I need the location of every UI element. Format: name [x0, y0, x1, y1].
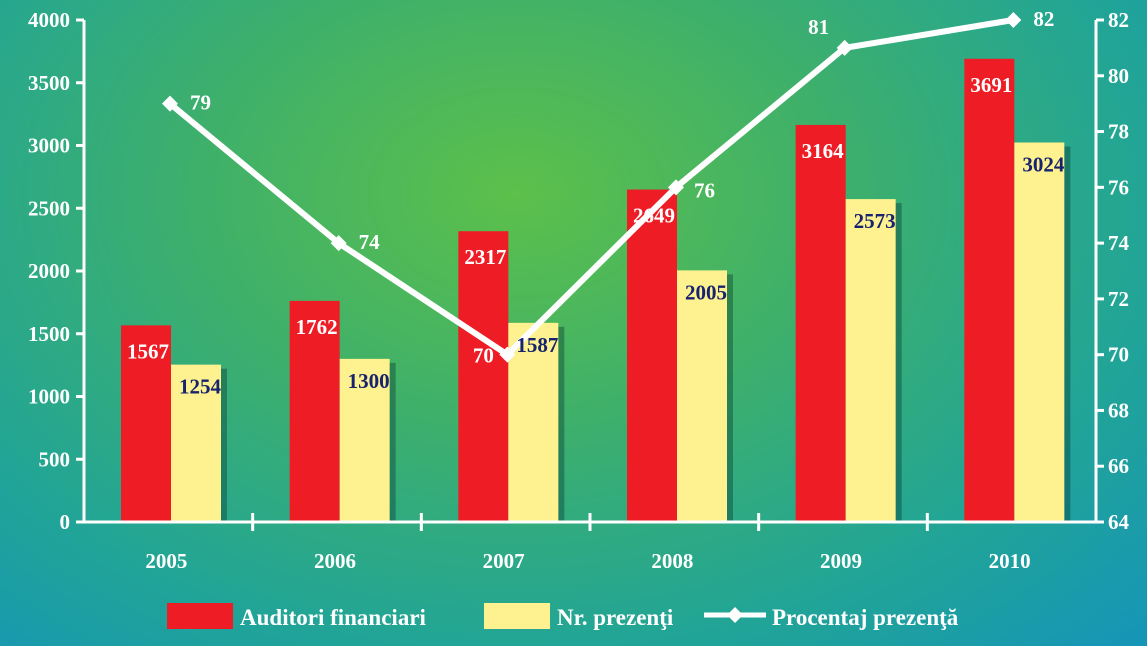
y-right-tick-label: 64: [1108, 510, 1130, 534]
label-procentaj: 79: [190, 91, 211, 115]
label-prezenti: 1587: [516, 333, 558, 357]
legend-swatch-auditori: [167, 603, 233, 629]
y-left-tick-label: 2000: [28, 259, 70, 283]
y-right-tick-label: 76: [1108, 175, 1129, 199]
label-procentaj: 81: [808, 15, 829, 39]
point-procentaj-2006: [330, 235, 347, 252]
x-tick-label: 2008: [651, 549, 693, 573]
y-right-tick-label: 66: [1108, 454, 1129, 478]
x-tick-label: 2006: [314, 549, 356, 573]
label-procentaj: 74: [359, 230, 381, 254]
label-prezenti: 1300: [348, 369, 390, 393]
y-left-tick-label: 500: [39, 447, 71, 471]
y-right-tick-label: 70: [1108, 343, 1129, 367]
label-procentaj: 76: [694, 178, 715, 202]
label-auditori: 3691: [970, 73, 1012, 97]
point-procentaj-2008: [668, 179, 684, 196]
bar-prezenti-2007: [508, 322, 559, 522]
legend: Auditori financiari Nr. prezenţi Procentaj…: [167, 603, 959, 630]
point-procentaj-2009: [836, 39, 853, 56]
label-auditori: 3164: [802, 139, 845, 163]
label-auditori: 1567: [127, 339, 169, 363]
axes-layer: 0 500 1000 1500 2000 2500 3000 3500 4000 64 66 68 70…: [28, 8, 1130, 573]
x-tick-label: 2009: [820, 549, 862, 573]
y-left-tick-label: 2500: [28, 196, 70, 220]
label-auditori: 2649: [633, 204, 675, 228]
bar-prezenti-2009: [845, 199, 896, 522]
y-left-tick-label: 3000: [28, 134, 70, 158]
x-tick-label: 2007: [483, 549, 525, 573]
bar-auditori-2009: [795, 124, 846, 522]
point-procentaj-2010: [1005, 12, 1022, 28]
bar-prezenti-2005: [171, 364, 221, 522]
y-left-tick-label: 1000: [28, 385, 70, 409]
point-procentaj-2007: [499, 346, 516, 363]
bars-layer: [121, 58, 1071, 523]
bar-prezenti-2006: [339, 358, 390, 522]
label-auditori: 2317: [464, 245, 506, 269]
label-procentaj: 70: [473, 344, 494, 368]
bar-auditori-2010: [964, 58, 1015, 522]
y-right-tick-label: 82: [1108, 8, 1129, 32]
legend-marker-procentaj: [727, 607, 743, 623]
x-tick-label: 2005: [145, 549, 187, 573]
y-left-tick-label: 4000: [28, 8, 70, 32]
line-layer: [162, 12, 1022, 363]
bar-auditori-2006: [289, 300, 340, 522]
point-procentaj-2005: [162, 95, 178, 112]
y-right-tick-label: 72: [1108, 287, 1129, 311]
legend-swatch-prezenti: [484, 603, 550, 629]
bar-auditori-2007: [458, 231, 509, 523]
y-right-tick-label: 80: [1108, 64, 1129, 88]
labels-layer: 1567 1254 1762 1300 2317 1587 2649 2005 3164 2573…: [127, 7, 1065, 399]
label-prezenti: 2005: [685, 280, 727, 304]
label-auditori: 1762: [296, 315, 338, 339]
legend-label-procentaj: Procentaj prezenţă: [772, 605, 959, 630]
label-prezenti: 3024: [1022, 152, 1065, 176]
y-left-tick-label: 1500: [28, 322, 70, 346]
bar-auditori-2008: [627, 189, 677, 522]
y-right-tick-label: 68: [1108, 398, 1129, 422]
y-left-tick-label: 0: [60, 510, 71, 534]
line-procentaj: [168, 17, 1014, 358]
legend-label-auditori: Auditori financiari: [240, 605, 427, 630]
y-right-tick-label: 78: [1108, 120, 1129, 144]
label-prezenti: 2573: [854, 209, 896, 233]
label-procentaj: 82: [1033, 7, 1054, 31]
bar-prezenti-2008: [677, 270, 727, 522]
bar-auditori-2005: [121, 325, 171, 522]
x-tick-label: 2010: [989, 549, 1031, 573]
bar-prezenti-2010: [1014, 142, 1065, 522]
y-left-tick-label: 3500: [28, 71, 70, 95]
label-prezenti: 1254: [179, 375, 222, 399]
legend-label-prezenti: Nr. prezenţi: [557, 605, 674, 630]
y-right-tick-label: 74: [1108, 231, 1130, 255]
